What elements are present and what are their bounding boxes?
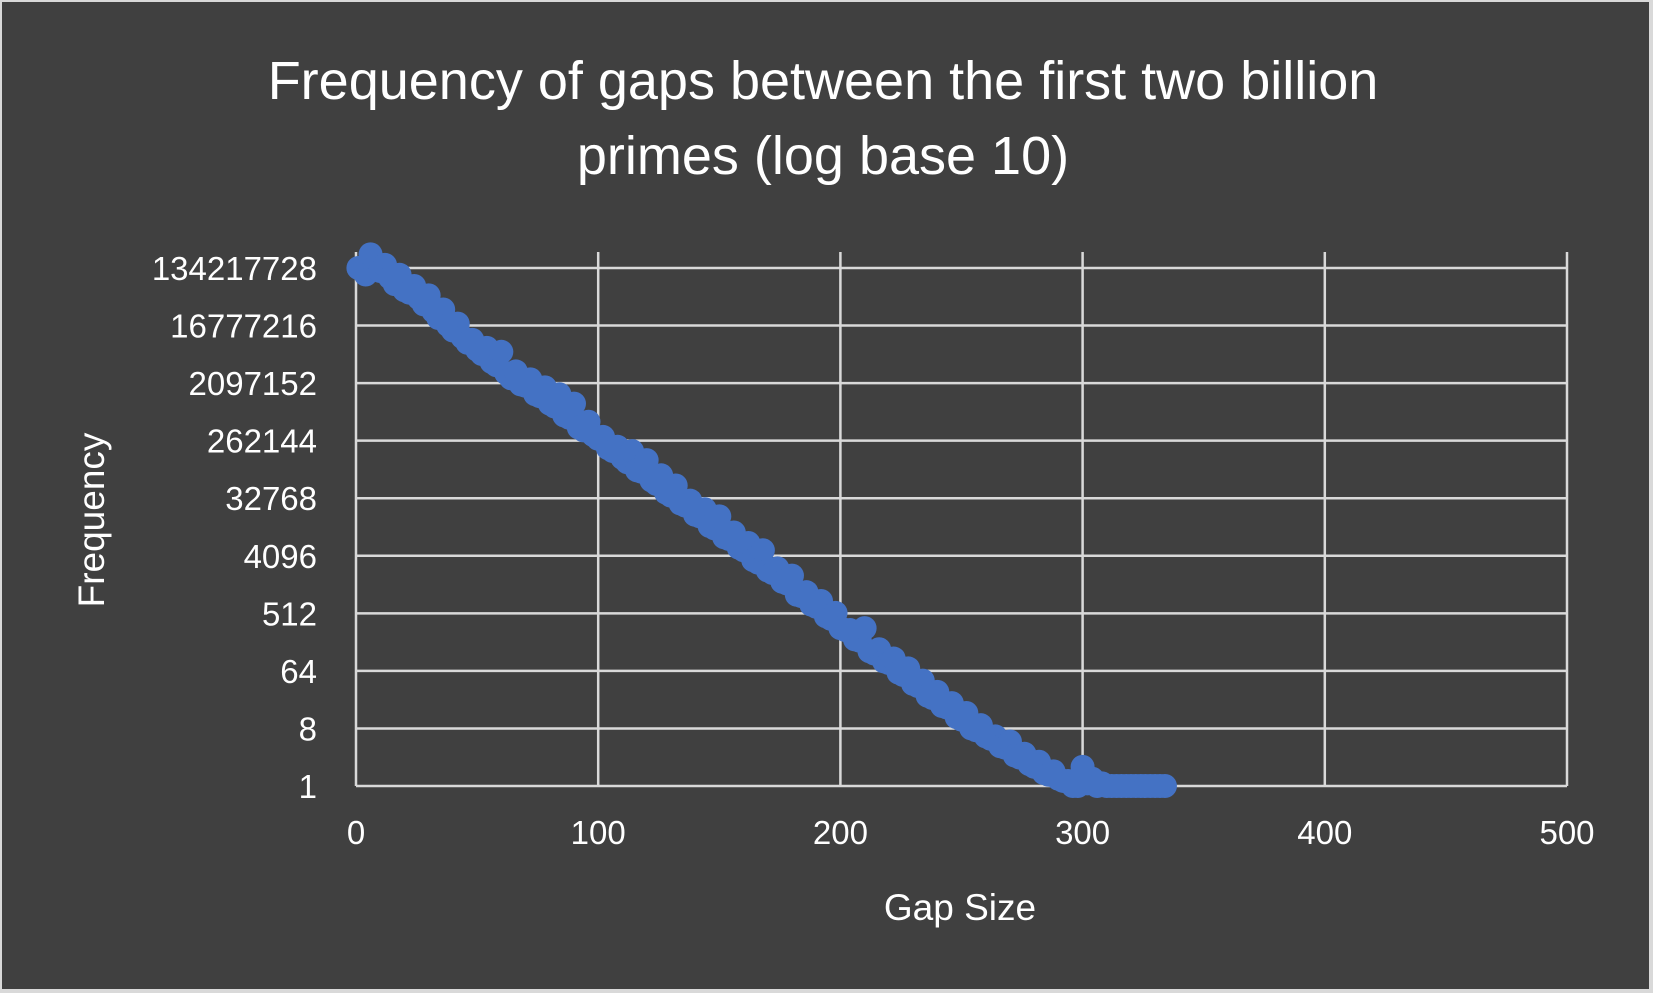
y-tick-label: 134217728 bbox=[152, 250, 317, 287]
y-tick-label: 512 bbox=[262, 595, 317, 632]
x-axis-title: Gap Size bbox=[884, 887, 1036, 928]
x-tick-label: 100 bbox=[571, 814, 626, 851]
y-tick-label: 32768 bbox=[225, 480, 317, 517]
data-point bbox=[707, 504, 732, 529]
data-point bbox=[561, 391, 586, 416]
data-point bbox=[489, 339, 514, 364]
x-tick-label: 500 bbox=[1539, 814, 1594, 851]
data-points bbox=[346, 242, 1177, 798]
y-tick-label: 2097152 bbox=[189, 365, 317, 402]
x-tick-label: 200 bbox=[813, 814, 868, 851]
data-point bbox=[634, 448, 659, 473]
data-point bbox=[852, 616, 877, 641]
y-tick-label: 4096 bbox=[244, 538, 317, 575]
x-tick-label: 0 bbox=[347, 814, 365, 851]
x-axis-tick-labels: 0 100 200 300 400 500 bbox=[347, 814, 1595, 851]
data-point bbox=[1152, 774, 1177, 798]
x-tick-label: 300 bbox=[1055, 814, 1110, 851]
data-point bbox=[663, 473, 688, 498]
chart-title-line-2: primes (log base 10) bbox=[577, 126, 1069, 186]
y-tick-label: 8 bbox=[299, 710, 317, 747]
y-tick-label: 16777216 bbox=[170, 308, 317, 345]
y-axis-title: Frequency bbox=[71, 432, 112, 607]
y-tick-label: 1 bbox=[299, 768, 317, 805]
y-tick-label: 64 bbox=[280, 653, 317, 690]
grid-lines bbox=[354, 252, 1569, 788]
data-point bbox=[779, 563, 804, 588]
x-tick-label: 400 bbox=[1297, 814, 1352, 851]
chart-title-line-1: Frequency of gaps between the first two … bbox=[268, 51, 1379, 111]
y-tick-label: 262144 bbox=[207, 423, 317, 460]
data-point bbox=[750, 538, 775, 563]
y-axis-tick-labels: 1 8 64 512 4096 32768 262144 2097152 16777216 134… bbox=[152, 250, 317, 805]
